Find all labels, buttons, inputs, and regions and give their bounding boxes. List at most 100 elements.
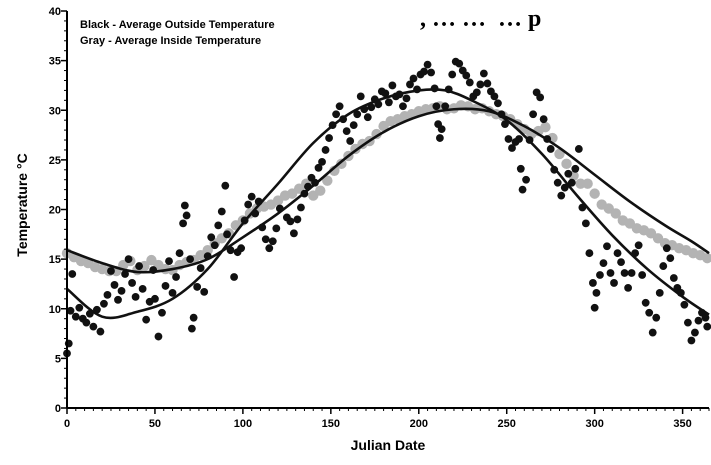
y-tick-label: 20 <box>49 205 61 217</box>
outside-temp-point <box>124 255 133 264</box>
outside-temp-point <box>501 120 509 129</box>
outside-temp-point <box>203 252 212 261</box>
outside-temp-point <box>154 332 163 341</box>
y-tick-label: 5 <box>55 353 61 365</box>
outside-temp-point <box>187 324 196 333</box>
outside-temp-point <box>66 306 75 315</box>
outside-temp-point <box>504 135 513 143</box>
outside-temp-point <box>413 85 421 94</box>
x-tick-label: 200 <box>410 418 428 430</box>
outside-temp-point <box>247 192 256 201</box>
outside-temp-point <box>596 271 604 279</box>
outside-temp-point <box>648 328 657 337</box>
outside-temp-point <box>494 99 502 108</box>
outside-temp-point <box>550 165 559 174</box>
outside-temp-point <box>669 274 678 282</box>
outside-temp-point <box>214 221 223 230</box>
outside-temp-point <box>297 203 305 212</box>
outside-temp-point <box>149 266 158 274</box>
x-axis-ticks: 0 50 100 150 200 250 300 350 <box>64 408 710 430</box>
outside-temp-point <box>254 197 263 206</box>
outside-temp-point <box>339 115 348 124</box>
outside-temp-point <box>168 288 177 297</box>
outside-temp-point <box>138 285 147 293</box>
outside-temp-point <box>237 244 246 253</box>
outside-temp-point <box>346 137 355 145</box>
x-tick-label: 150 <box>322 418 340 430</box>
outside-temp-point <box>200 287 209 296</box>
outside-temp-point <box>272 224 281 233</box>
outside-temp-point <box>114 295 122 304</box>
outside-temp-point <box>311 178 319 187</box>
outside-temp-point <box>180 201 189 210</box>
legend: Black - Average Outside Temperature Gray… <box>80 19 275 47</box>
outside-temp-point <box>574 145 583 153</box>
outside-temp-point <box>525 136 534 144</box>
inside-temp-point <box>702 252 711 264</box>
x-tick-label: 0 <box>64 418 70 430</box>
outside-temp-point <box>356 92 365 101</box>
outside-temp-point <box>427 68 435 77</box>
outside-temp-point <box>175 249 184 258</box>
chart-title-fragment: , … … ­ … p <box>420 6 541 32</box>
outside-temp-point <box>432 102 441 111</box>
outside-temp-point <box>581 219 590 228</box>
outside-temp-point <box>571 164 580 173</box>
outside-temp-point <box>589 279 597 287</box>
outside-temp-point <box>128 279 136 287</box>
outside-temp-point <box>71 312 80 321</box>
outside-temp-point <box>683 318 692 327</box>
outside-temp-point <box>210 241 219 250</box>
outside-temp-point <box>627 269 636 277</box>
inside-temp-point <box>315 185 326 196</box>
outside-temp-point <box>395 90 404 99</box>
outside-temp-point <box>135 262 144 270</box>
outside-temp-point <box>68 270 77 278</box>
outside-temp-point <box>645 308 654 317</box>
outside-temp-point <box>363 113 372 122</box>
outside-temp-point <box>353 110 362 119</box>
outside-temp-point <box>666 254 675 263</box>
outside-temp-point <box>221 181 230 190</box>
outside-temp-point <box>286 217 295 226</box>
outside-temp-point <box>536 93 545 102</box>
outside-temp-point <box>251 209 260 218</box>
outside-temp-point <box>603 242 611 251</box>
outside-temp-point <box>121 270 129 278</box>
outside-temp-point <box>516 164 525 173</box>
outside-temp-point <box>472 88 481 97</box>
outside-temp-point <box>620 269 629 277</box>
outside-temp-point <box>289 229 298 238</box>
outside-temp-point <box>420 67 428 76</box>
outside-temp-point <box>328 121 337 130</box>
outside-temp-point <box>182 211 191 220</box>
outside-temp-point <box>360 105 369 114</box>
outside-temp-point <box>553 178 562 187</box>
outside-temp-point <box>508 144 516 152</box>
outside-temp-point <box>240 216 249 225</box>
outside-temp-point <box>455 59 464 68</box>
outside-temp-point <box>490 92 499 101</box>
outside-temp-point <box>230 273 238 281</box>
y-axis-ticks: 0 5 10 15 20 25 30 35 40 <box>49 6 67 415</box>
outside-temp-point <box>172 273 180 281</box>
outside-temp-point <box>557 191 566 200</box>
outside-temp-point <box>103 290 112 299</box>
outside-temp-point <box>96 327 105 336</box>
x-tick-label: 350 <box>673 418 691 430</box>
outside-temp-point <box>567 178 576 187</box>
outside-temp-point <box>655 288 664 297</box>
outside-temp-point <box>483 79 492 88</box>
outside-temp-point <box>217 207 226 216</box>
outside-temp-point <box>522 175 530 184</box>
outside-temp-point <box>590 303 599 312</box>
outside-temp-point <box>448 70 457 79</box>
inside-temp-point <box>322 175 333 186</box>
outside-temp-point <box>179 219 187 228</box>
outside-temp-point <box>578 203 587 212</box>
outside-temp-point <box>634 241 643 250</box>
outside-temp-point <box>117 286 126 295</box>
outside-temp-point <box>82 318 91 327</box>
outside-temp-point <box>158 308 166 317</box>
